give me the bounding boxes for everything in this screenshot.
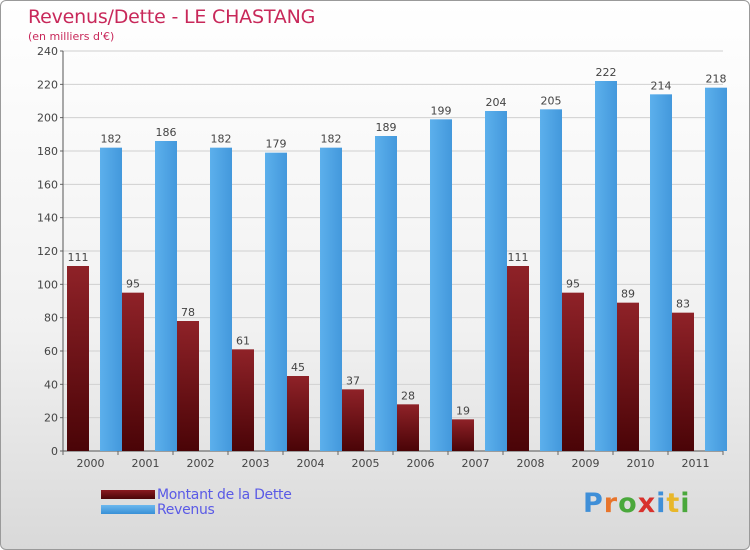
data-label-debt: 28 bbox=[401, 389, 415, 402]
x-tick-label: 2008 bbox=[517, 457, 545, 470]
x-tick-label: 2010 bbox=[627, 457, 655, 470]
bar-revenue bbox=[430, 119, 452, 451]
y-tick-label: 100 bbox=[37, 278, 58, 291]
data-label-revenue: 182 bbox=[321, 133, 342, 146]
data-label-debt: 19 bbox=[456, 404, 470, 417]
logo-letter: r bbox=[603, 488, 619, 519]
logo-letter: P bbox=[583, 488, 604, 519]
data-label-revenue: 205 bbox=[541, 94, 562, 107]
bar-debt bbox=[232, 349, 254, 451]
bar-debt bbox=[342, 389, 364, 451]
logo-letter: t bbox=[666, 488, 681, 519]
proxiti-logo: Proxiti bbox=[583, 488, 691, 519]
bar-revenue bbox=[650, 94, 672, 451]
bar-revenue bbox=[265, 152, 287, 451]
data-label-debt: 45 bbox=[291, 361, 305, 374]
data-label-debt: 111 bbox=[68, 251, 89, 264]
y-tick-label: 220 bbox=[37, 78, 58, 91]
data-label-revenue: 189 bbox=[376, 121, 397, 134]
bar-revenue bbox=[485, 111, 507, 451]
x-tick-label: 2001 bbox=[132, 457, 160, 470]
y-tick-label: 40 bbox=[44, 378, 58, 391]
data-label-revenue: 179 bbox=[266, 138, 287, 151]
y-tick-label: 240 bbox=[37, 45, 58, 58]
bar-debt bbox=[122, 292, 144, 451]
x-tick-label: 2002 bbox=[187, 457, 215, 470]
bar-chart: 0 20 40 60 80 100 120 140 160 180 200 220 240 111 182 2… bbox=[37, 45, 727, 470]
logo-letter: x bbox=[637, 488, 657, 519]
x-tick-label: 2009 bbox=[572, 457, 600, 470]
chart-subtitle: (en milliers d'€) bbox=[28, 30, 115, 43]
bar-debt bbox=[672, 312, 694, 451]
bar-debt bbox=[67, 266, 89, 451]
logo-letter: i bbox=[656, 488, 667, 519]
y-tick-label: 140 bbox=[37, 212, 58, 225]
bar-revenue bbox=[595, 81, 617, 451]
chart-title: Revenus/Dette - LE CHASTANG bbox=[28, 6, 316, 28]
x-tick-label: 2011 bbox=[682, 457, 710, 470]
bar-debt bbox=[617, 302, 639, 451]
data-label-debt: 89 bbox=[621, 288, 635, 301]
bar-debt bbox=[287, 376, 309, 451]
bar-debt bbox=[507, 266, 529, 451]
x-tick-label: 2006 bbox=[407, 457, 435, 470]
bar-revenue bbox=[375, 136, 397, 451]
bar-revenue bbox=[100, 147, 122, 451]
data-label-revenue: 182 bbox=[101, 133, 122, 146]
bar-revenue bbox=[540, 109, 562, 451]
y-tick-label: 160 bbox=[37, 178, 58, 191]
data-label-revenue: 204 bbox=[486, 96, 507, 109]
data-label-revenue: 199 bbox=[431, 104, 452, 117]
bar-revenue bbox=[705, 87, 727, 452]
x-tick-label: 2003 bbox=[242, 457, 270, 470]
legend-label-revenue: Revenus bbox=[157, 502, 215, 518]
bar-debt bbox=[397, 404, 419, 451]
y-tick-label: 20 bbox=[44, 412, 58, 425]
data-label-debt: 78 bbox=[181, 306, 195, 319]
y-tick-label: 0 bbox=[51, 445, 58, 458]
data-label-debt: 83 bbox=[676, 298, 690, 311]
bar-revenue bbox=[155, 141, 177, 451]
legend-swatch-debt bbox=[101, 490, 155, 499]
data-label-debt: 61 bbox=[236, 334, 250, 347]
data-label-debt: 95 bbox=[126, 278, 140, 291]
x-tick-label: 2004 bbox=[297, 457, 325, 470]
bar-revenue bbox=[320, 147, 342, 451]
legend-label-debt: Montant de la Dette bbox=[157, 487, 292, 503]
data-label-revenue: 182 bbox=[211, 133, 232, 146]
data-label-revenue: 214 bbox=[651, 79, 672, 92]
y-tick-label: 120 bbox=[37, 245, 58, 258]
x-tick-label: 2000 bbox=[77, 457, 105, 470]
data-label-revenue: 222 bbox=[596, 66, 617, 79]
y-tick-label: 200 bbox=[37, 112, 58, 125]
data-label-revenue: 186 bbox=[156, 126, 177, 139]
logo-letter: o bbox=[618, 488, 638, 519]
logo-letter: i bbox=[680, 488, 691, 519]
data-label-debt: 111 bbox=[508, 251, 529, 264]
x-tick-label: 2007 bbox=[462, 457, 490, 470]
data-label-debt: 37 bbox=[346, 374, 360, 387]
y-tick-label: 60 bbox=[44, 345, 58, 358]
data-label-revenue: 218 bbox=[706, 73, 727, 86]
legend-swatch-revenue bbox=[101, 505, 155, 514]
x-tick-label: 2005 bbox=[352, 457, 380, 470]
data-label-debt: 95 bbox=[566, 278, 580, 291]
y-tick-label: 180 bbox=[37, 145, 58, 158]
bar-debt bbox=[562, 292, 584, 451]
bar-revenue bbox=[210, 147, 232, 451]
bar-debt bbox=[177, 321, 199, 451]
y-tick-label: 80 bbox=[44, 312, 58, 325]
bar-debt bbox=[452, 419, 474, 451]
